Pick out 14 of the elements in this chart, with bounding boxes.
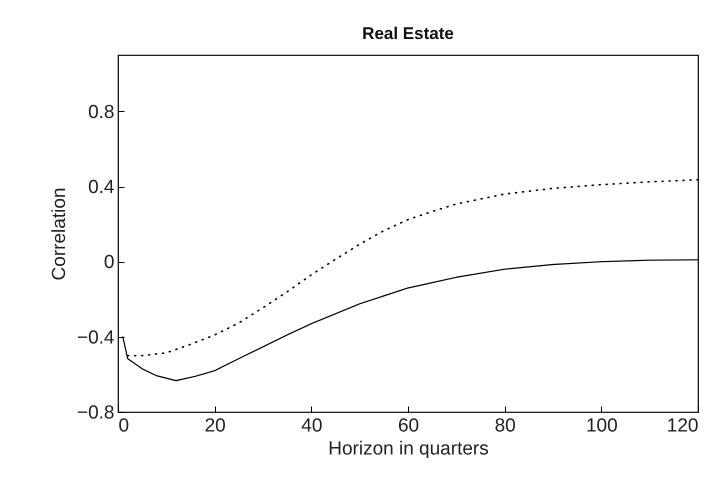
y-tick-label: 0.8 bbox=[88, 102, 114, 123]
y-tick-label: −0.8 bbox=[76, 402, 114, 424]
x-tick-label: 80 bbox=[494, 416, 516, 436]
y-tick-label: 0 bbox=[104, 252, 114, 274]
chart-title: Real Estate bbox=[362, 24, 454, 43]
x-tick-label: 20 bbox=[204, 416, 226, 436]
x-tick-label: 0 bbox=[118, 416, 130, 436]
y-tick-label: −0.4 bbox=[76, 327, 115, 348]
y-axis-title: Correlation bbox=[48, 188, 70, 280]
x-tick-label: 100 bbox=[586, 416, 618, 436]
x-tick-label: 40 bbox=[301, 416, 322, 436]
x-tick-label: 60 bbox=[398, 416, 420, 436]
y-tick-label: 0.4 bbox=[88, 177, 115, 198]
x-tick-label: 120 bbox=[666, 416, 698, 436]
